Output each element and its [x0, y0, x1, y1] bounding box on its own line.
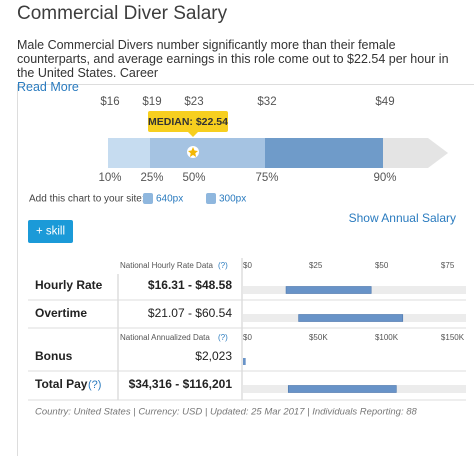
- percentile-dollar: $19: [142, 96, 161, 108]
- axis-tick-label: $75: [441, 261, 455, 270]
- percentile-dollar: $32: [257, 96, 276, 108]
- embed-label: Add this chart to your site:: [29, 194, 145, 205]
- axis-tick-label: $100K: [375, 333, 399, 342]
- percentile-label: 10%: [98, 172, 121, 184]
- read-more-link[interactable]: Read More: [17, 80, 79, 94]
- description-block: Male Commercial Divers number significan…: [17, 38, 457, 94]
- percentile-label: 25%: [140, 172, 163, 184]
- band-25-75: [150, 138, 265, 168]
- section-heading: National Hourly Rate Data: [120, 261, 213, 270]
- percentile-dollar: $49: [375, 96, 394, 108]
- row-help[interactable]: (?): [88, 379, 101, 391]
- range-bar: [298, 314, 404, 322]
- axis-tick-label: $25: [309, 261, 323, 270]
- section-heading: National Annualized Data: [120, 333, 210, 342]
- median-tooltip: [148, 111, 228, 132]
- percentile-dollar: $23: [184, 96, 203, 108]
- row-range: $16.31 - $48.58: [148, 278, 232, 292]
- range-bar: [287, 385, 397, 393]
- row-label: Hourly Rate: [35, 278, 103, 292]
- row-label: Total Pay: [35, 377, 88, 391]
- section-help[interactable]: (?): [218, 261, 228, 270]
- percentile-label: 50%: [182, 172, 205, 184]
- row-range: $34,316 - $116,201: [129, 377, 233, 391]
- embed-icon: [143, 193, 153, 204]
- embed-size[interactable]: 300px: [219, 194, 246, 205]
- add-skill-label[interactable]: + skill: [36, 226, 65, 238]
- range-bar: [285, 286, 372, 294]
- axis-tick-label: $0: [243, 333, 252, 342]
- axis-tick-label: $0: [243, 261, 252, 270]
- embed-size[interactable]: 640px: [156, 194, 183, 205]
- show-annual-link[interactable]: Show Annual Salary: [349, 211, 456, 225]
- percentile-label: 75%: [255, 172, 278, 184]
- row-label: Overtime: [35, 306, 87, 320]
- axis-tick-label: $50K: [309, 333, 328, 342]
- median-star: [188, 147, 198, 157]
- row-value: $2,023: [195, 349, 232, 363]
- row-range: $21.07 - $60.54: [148, 306, 232, 320]
- percentile-label: 90%: [373, 172, 396, 184]
- page-title: Commercial Diver Salary: [17, 3, 228, 24]
- panel-border: [17, 84, 474, 456]
- row-label: Bonus: [35, 349, 73, 363]
- median-pointer: [188, 132, 198, 137]
- description: Male Commercial Divers number significan…: [17, 38, 449, 80]
- embed-icon: [206, 193, 216, 204]
- percentile-dollar: $16: [100, 96, 119, 108]
- band-75-90: [265, 138, 383, 168]
- add-skill-button[interactable]: [28, 220, 73, 243]
- bonus-bar: [243, 358, 246, 365]
- footer: Country: United States | Currency: USD |…: [35, 407, 418, 418]
- section-help[interactable]: (?): [218, 333, 228, 342]
- axis-tick-label: $150K: [441, 333, 465, 342]
- median-label: MEDIAN: $22.54: [148, 116, 228, 128]
- band-10-25: [108, 138, 150, 168]
- axis-tick-label: $50: [375, 261, 389, 270]
